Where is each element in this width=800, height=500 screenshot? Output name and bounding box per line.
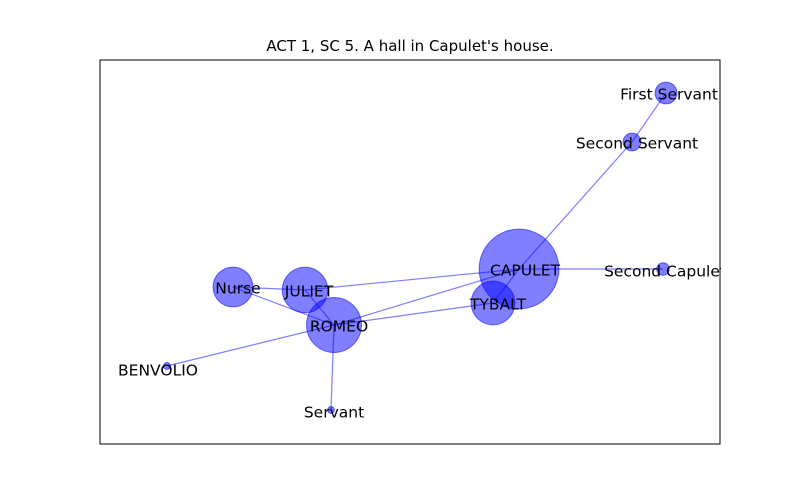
plot-frame xyxy=(99,59,721,445)
node-nurse xyxy=(212,266,254,308)
node-romeo xyxy=(306,297,362,353)
edge-romeo-benvolio xyxy=(166,324,335,367)
node-label-capulet: CAPULET xyxy=(490,262,561,280)
node-second-servant xyxy=(622,132,642,152)
node-benvolio xyxy=(163,362,171,370)
nodes-layer xyxy=(163,81,678,414)
labels-layer: CAPULET ROMEO JULIET TYBALT Nurse Second Serv… xyxy=(118,86,726,422)
node-label-first-servant: First Servant xyxy=(620,86,718,104)
node-label-benvolio: BENVOLIO xyxy=(118,362,198,380)
node-servant xyxy=(327,406,335,414)
node-label-servant: Servant xyxy=(304,404,364,422)
node-label-second-servant: Second Servant xyxy=(576,135,698,153)
node-label-nurse: Nurse xyxy=(215,280,260,298)
node-label-romeo: ROMEO xyxy=(310,318,368,336)
node-label-tybalt: TYBALT xyxy=(469,296,527,314)
figure-title: ACT 1, SC 5. A hall in Capulet's house. xyxy=(266,37,553,55)
node-label-second-capulet: Second Capulet xyxy=(604,263,726,281)
node-label-juliet: JULIET xyxy=(284,283,334,301)
node-first-servant xyxy=(654,81,678,105)
node-second-capulet xyxy=(656,262,670,276)
node-tybalt xyxy=(470,280,516,326)
node-juliet xyxy=(281,266,329,314)
